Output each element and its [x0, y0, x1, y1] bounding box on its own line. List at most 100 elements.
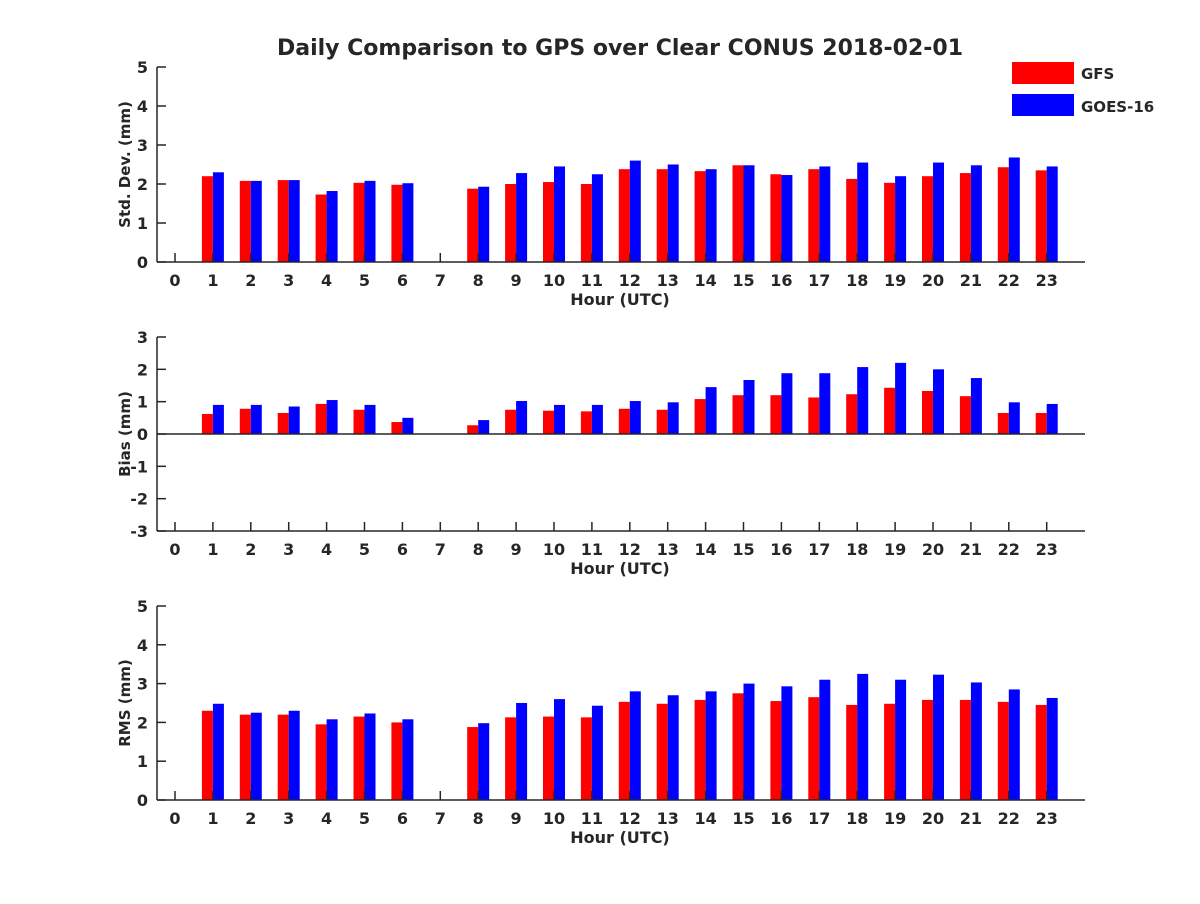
x-tick-label: 0	[169, 271, 180, 290]
y-tick-label: 2	[137, 713, 148, 732]
bar-gfs	[770, 701, 782, 800]
bar-gfs	[315, 194, 327, 262]
bar-goes16	[933, 674, 944, 800]
x-axis-label: Hour (UTC)	[570, 290, 670, 309]
bar-goes16	[819, 679, 831, 800]
x-tick-label: 3	[283, 809, 294, 828]
x-tick-label: 10	[543, 809, 565, 828]
bar-goes16	[705, 387, 717, 434]
x-tick-label: 7	[435, 271, 446, 290]
bar-goes16	[819, 373, 831, 434]
bar-gfs	[543, 182, 554, 262]
y-tick-label: 1	[137, 752, 148, 771]
x-tick-label: 15	[732, 271, 754, 290]
bar-goes16	[250, 712, 262, 800]
bar-goes16	[364, 404, 376, 434]
x-tick-label: 5	[359, 271, 370, 290]
bar-gfs	[922, 699, 933, 800]
bar-goes16	[326, 400, 338, 434]
bar-gfs	[391, 422, 403, 434]
bar-gfs	[884, 387, 896, 434]
y-tick-label: -2	[130, 490, 148, 509]
bar-gfs	[770, 174, 782, 262]
bar-goes16	[629, 691, 641, 800]
bar-goes16	[1008, 157, 1020, 262]
bar-gfs	[618, 701, 630, 800]
legend-swatch-goes16	[1012, 94, 1074, 116]
x-tick-label: 2	[245, 271, 256, 290]
x-tick-label: 8	[473, 809, 484, 828]
bar-goes16	[478, 723, 490, 800]
bar-goes16	[326, 719, 338, 800]
y-tick-label: 1	[137, 214, 148, 233]
bar-goes16	[895, 176, 907, 262]
x-tick-label: 15	[732, 809, 754, 828]
y-tick-label: 2	[137, 175, 148, 194]
bar-goes16	[895, 679, 907, 800]
bar-gfs	[277, 714, 289, 800]
bar-goes16	[591, 705, 603, 800]
x-tick-label: 21	[960, 540, 982, 559]
bar-goes16	[933, 369, 944, 434]
x-tick-label: 17	[808, 271, 830, 290]
y-tick-label: 4	[137, 636, 148, 655]
bar-gfs	[997, 412, 1009, 434]
bar-goes16	[402, 719, 414, 800]
x-tick-label: 6	[397, 271, 408, 290]
legend-swatch-gfs	[1012, 62, 1074, 84]
x-tick-label: 8	[473, 271, 484, 290]
bar-gfs	[922, 176, 933, 262]
bar-goes16	[591, 174, 603, 262]
bar-gfs	[694, 699, 706, 800]
bar-goes16	[857, 162, 869, 262]
bar-gfs	[315, 724, 327, 800]
y-tick-label: 3	[137, 328, 148, 347]
bar-goes16	[1046, 166, 1058, 262]
bar-gfs	[1035, 170, 1047, 262]
bar-gfs	[884, 182, 896, 262]
bar-gfs	[580, 411, 592, 434]
x-tick-label: 20	[922, 809, 944, 828]
y-tick-label: 2	[137, 360, 148, 379]
y-axis-label: Std. Dev. (mm)	[116, 101, 134, 228]
x-tick-label: 19	[884, 809, 906, 828]
bar-gfs	[391, 184, 403, 262]
x-tick-label: 9	[511, 271, 522, 290]
bar-goes16	[554, 404, 565, 434]
bar-gfs	[846, 178, 858, 262]
bar-gfs	[732, 165, 744, 262]
y-tick-label: 0	[137, 253, 148, 272]
x-axis-label: Hour (UTC)	[570, 559, 670, 578]
bar-goes16	[212, 703, 224, 800]
bar-gfs	[959, 173, 971, 262]
bar-gfs	[997, 167, 1009, 262]
bar-goes16	[516, 173, 528, 262]
bar-gfs	[201, 710, 213, 800]
bar-goes16	[1008, 689, 1020, 800]
bar-gfs	[277, 412, 289, 434]
x-tick-label: 12	[619, 540, 641, 559]
x-tick-label: 20	[922, 271, 944, 290]
y-tick-label: -1	[130, 457, 148, 476]
bar-gfs	[353, 182, 365, 262]
y-tick-label: -3	[130, 522, 148, 541]
bar-goes16	[781, 686, 793, 800]
bar-goes16	[743, 165, 755, 262]
x-tick-label: 1	[207, 809, 218, 828]
bar-goes16	[743, 380, 755, 434]
bar-gfs	[201, 176, 213, 262]
bar-gfs	[353, 716, 365, 800]
bar-goes16	[516, 703, 528, 800]
bar-gfs	[201, 413, 213, 434]
x-tick-label: 7	[435, 540, 446, 559]
x-tick-label: 16	[770, 540, 792, 559]
x-tick-label: 10	[543, 271, 565, 290]
y-axis-label: RMS (mm)	[116, 659, 134, 746]
y-tick-label: 1	[137, 393, 148, 412]
bar-gfs	[580, 184, 592, 262]
bar-goes16	[895, 362, 907, 434]
y-tick-label: 3	[137, 136, 148, 155]
